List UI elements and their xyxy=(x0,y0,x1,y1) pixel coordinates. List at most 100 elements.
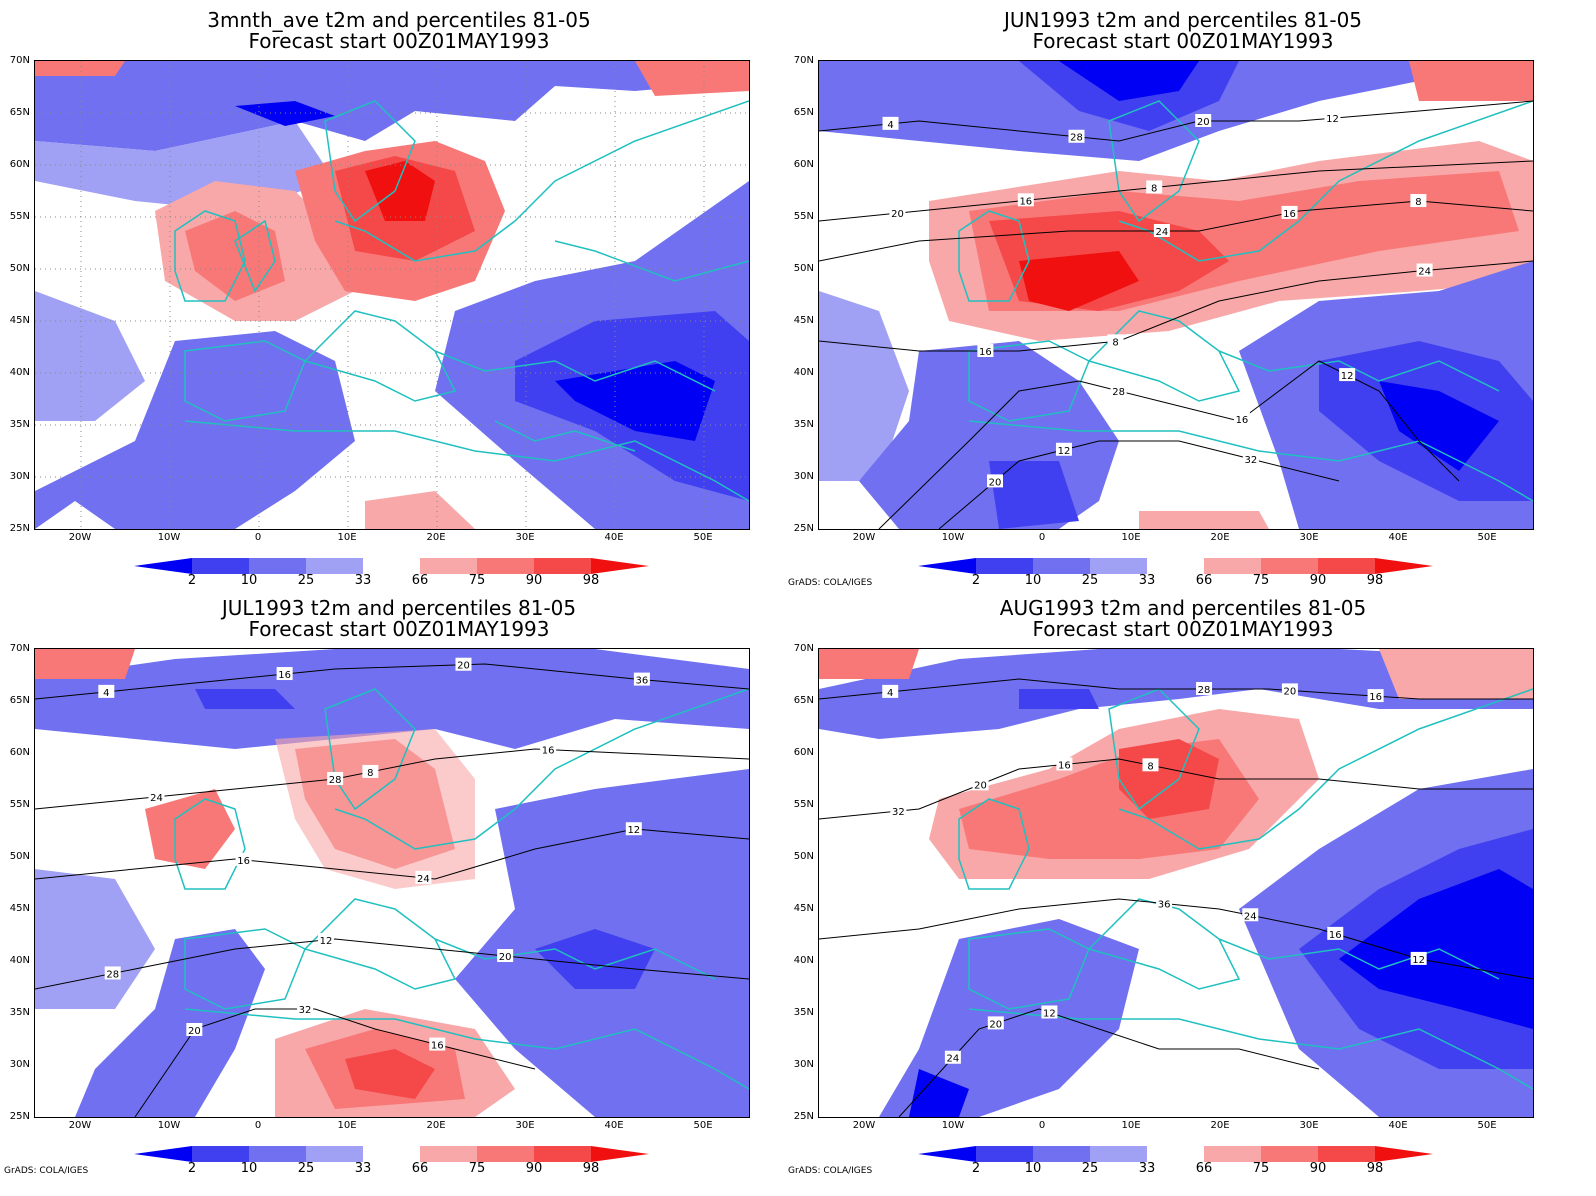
contour-label: 24 xyxy=(1418,267,1431,278)
contour-label-box xyxy=(1156,896,1173,910)
contour-label: 24 xyxy=(1156,227,1169,238)
blue-north-darkest xyxy=(1059,61,1199,101)
contour-label-box xyxy=(1142,758,1159,772)
lon-label: 20W xyxy=(68,532,92,543)
lon-label: 10E xyxy=(337,1120,357,1131)
lon-label: 40E xyxy=(604,1120,624,1131)
contour-label-box xyxy=(148,789,165,803)
contour-label: 28 xyxy=(106,969,119,980)
map-area: 4 8 12 12 16 16 16 16 20 20 20 24 24 28 32 36 28 xyxy=(34,648,750,1118)
contour-label-box xyxy=(1410,951,1427,965)
lon-label: 20W xyxy=(852,532,876,543)
contour-label-box xyxy=(987,1016,1004,1030)
lon-label: 20E xyxy=(1210,532,1230,543)
colorbar-label: 10 xyxy=(240,1161,258,1176)
red-northwest xyxy=(35,649,135,679)
blue-southwest xyxy=(819,291,909,481)
contour-label-box xyxy=(98,684,115,698)
lon-label: 20E xyxy=(426,532,446,543)
colorbar-label: 25 xyxy=(297,1161,315,1176)
lat-label: 60N xyxy=(793,159,814,170)
colorbar-label: 75 xyxy=(1252,573,1270,588)
lat-label: 40N xyxy=(793,955,814,966)
grads-credit: GrADS: COLA/IGES xyxy=(788,1166,873,1176)
contour-label: 8 xyxy=(1415,197,1421,208)
contour-label-box xyxy=(186,1022,203,1036)
anomaly-map xyxy=(35,61,749,529)
colorbar xyxy=(918,558,1433,574)
red-south-patch xyxy=(1139,511,1269,529)
contour-label-box xyxy=(317,932,334,946)
colorbar-label: 25 xyxy=(1081,573,1099,588)
contour-label-box xyxy=(1146,180,1163,194)
title-line1: 3mnth_ave t2m and percentiles 81-05 xyxy=(207,8,591,32)
colorbar xyxy=(134,558,649,574)
colorbar-label: 33 xyxy=(1138,573,1156,588)
grads-credit: GrADS: COLA/IGES xyxy=(788,578,873,588)
red-northwest xyxy=(819,649,919,679)
title-line2: Forecast start 00Z01MAY1993 xyxy=(1032,29,1334,53)
lon-label: 50E xyxy=(693,1120,713,1131)
blue-southwest xyxy=(35,869,155,1009)
lon-label: 10W xyxy=(941,1120,965,1131)
colorbar-label: 2 xyxy=(187,1161,197,1176)
colorbar-label: 90 xyxy=(525,1161,543,1176)
contour-label-box xyxy=(977,344,994,357)
contour-label: 12 xyxy=(627,825,640,836)
contour-label: 4 xyxy=(103,688,109,699)
blue-north-dark xyxy=(1019,689,1099,709)
contour-label: 32 xyxy=(892,807,905,818)
contour-label-box xyxy=(276,667,293,681)
contour-label-box xyxy=(297,1002,314,1015)
lat-label: 25N xyxy=(793,523,814,534)
contour-label-box xyxy=(327,771,344,785)
contour-label-box xyxy=(625,822,642,836)
contour-label: 28 xyxy=(1198,685,1211,696)
anomaly-map: 4 8 12 12 16 16 16 16 20 20 20 24 24 28 32 36 28 xyxy=(35,649,749,1117)
contour-label: 24 xyxy=(150,793,163,804)
contour-label-box xyxy=(1281,205,1298,219)
contour-label: 16 xyxy=(542,746,555,757)
contour-label: 20 xyxy=(499,952,512,963)
lat-label: 65N xyxy=(9,107,30,118)
colorbar-label: 2 xyxy=(187,573,197,588)
contour-label-box xyxy=(1195,114,1212,127)
contour-label: 16 xyxy=(278,670,291,681)
coastlines xyxy=(174,100,749,502)
contour-label-box xyxy=(429,1037,446,1051)
colorbar-label: 75 xyxy=(1252,1161,1270,1176)
lon-label: 0 xyxy=(254,1120,262,1131)
colorbar-label: 10 xyxy=(1024,573,1042,588)
panel-jun1993: JUN1993 t2m and percentiles 81-05 Foreca… xyxy=(784,0,1582,598)
contour-label-box xyxy=(1068,129,1085,143)
lat-label: 70N xyxy=(793,55,814,66)
lon-label: 20E xyxy=(426,1120,446,1131)
contour-label-box xyxy=(415,870,432,884)
lat-label: 65N xyxy=(793,107,814,118)
contour-label: 24 xyxy=(417,874,430,885)
colorbar-label: 33 xyxy=(354,573,372,588)
red-dark-core xyxy=(1019,251,1139,311)
title-line2: Forecast start 00Z01MAY1993 xyxy=(248,617,550,641)
lat-label: 45N xyxy=(9,903,30,914)
lat-label: 55N xyxy=(793,211,814,222)
contour-label-box xyxy=(1056,757,1073,771)
red-uk xyxy=(145,789,235,869)
lon-label: 30E xyxy=(1299,1120,1319,1131)
contour-label: 28 xyxy=(1070,133,1083,144)
colorbar-label: 98 xyxy=(1366,573,1384,588)
contour-label: 36 xyxy=(1158,900,1171,911)
lat-label: 40N xyxy=(793,367,814,378)
contour-label: 24 xyxy=(1244,911,1257,922)
lat-label: 40N xyxy=(9,955,30,966)
lat-label: 45N xyxy=(9,315,30,326)
lat-label: 50N xyxy=(793,851,814,862)
contour-label: 8 xyxy=(1112,337,1118,348)
contour-label-box xyxy=(1324,111,1341,125)
contour-label: 36 xyxy=(636,676,649,687)
lat-label: 55N xyxy=(9,799,30,810)
contour-label: 16 xyxy=(1019,196,1032,207)
red-northwest-patch xyxy=(35,61,125,76)
lat-label: 25N xyxy=(9,523,30,534)
lon-label: 40E xyxy=(604,532,624,543)
